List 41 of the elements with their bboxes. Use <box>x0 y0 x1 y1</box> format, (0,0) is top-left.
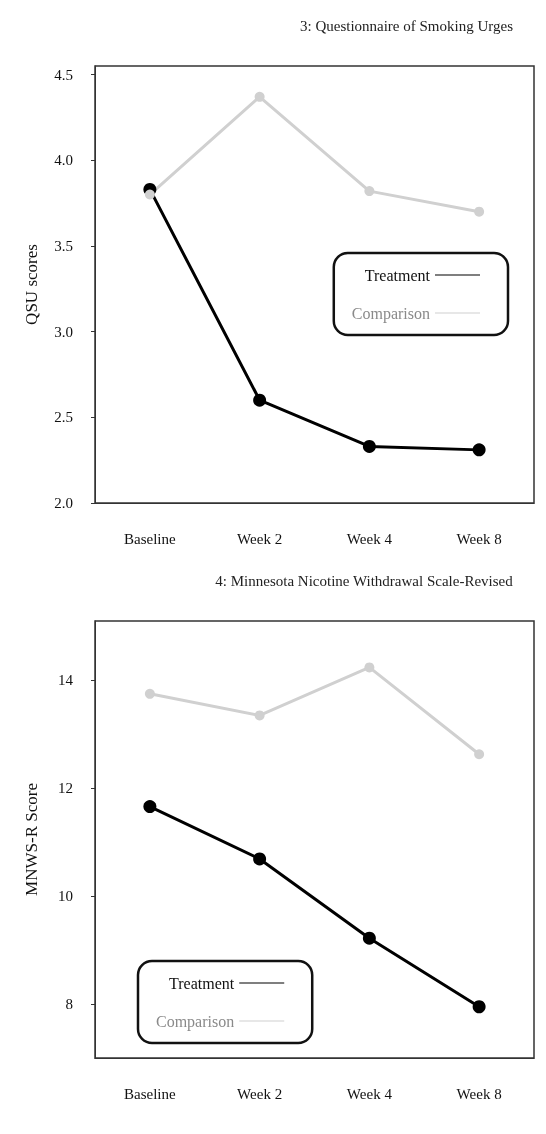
x-tick-label: Baseline <box>124 530 177 547</box>
point <box>472 443 486 457</box>
y-tick-label: 14 <box>58 672 74 689</box>
x-tick-label: Week 8 <box>456 530 502 547</box>
legend-label: Treatment <box>364 266 431 284</box>
y-tick-label: 10 <box>58 888 73 905</box>
x-tick-label: Week 4 <box>346 530 393 547</box>
y-axis-title: MNWS-R Score <box>22 783 41 896</box>
point <box>474 749 485 760</box>
y-axis-title: QSU scores <box>22 244 41 325</box>
point <box>362 439 376 453</box>
y-tick-label: 4.5 <box>54 66 73 83</box>
point <box>364 186 375 197</box>
point <box>472 1000 486 1014</box>
point <box>254 710 265 721</box>
legend-label: Treatment <box>169 974 235 992</box>
point <box>362 931 376 945</box>
y-tick-label: 8 <box>65 996 73 1013</box>
point <box>254 91 265 102</box>
y-tick-label: 2.5 <box>54 409 73 426</box>
chart-title: 4: Minnesota Nicotine Withdrawal Scale-Revised <box>215 572 514 589</box>
x-tick-label: Baseline <box>124 1085 177 1102</box>
y-tick-label: 3.0 <box>54 323 73 340</box>
legend-label: Comparison <box>351 304 430 323</box>
y-tick-label: 12 <box>58 780 73 797</box>
point <box>253 393 267 407</box>
x-tick-label: Week 2 <box>237 1085 283 1102</box>
point <box>143 800 157 814</box>
point <box>144 189 155 200</box>
y-tick-label: 2.0 <box>54 495 73 511</box>
y-tick-label: 4.0 <box>54 152 73 169</box>
point <box>253 852 267 866</box>
y-tick-label: 3.5 <box>54 237 73 254</box>
chart-title: 3: Questionnaire of Smoking Urges <box>299 17 514 34</box>
legend-label: Comparison <box>156 1012 235 1031</box>
point <box>474 206 485 217</box>
point <box>144 688 155 699</box>
x-tick-label: Week 8 <box>456 1085 502 1102</box>
x-tick-label: Week 2 <box>237 530 283 547</box>
x-tick-label: Week 4 <box>346 1085 393 1102</box>
point <box>364 662 375 673</box>
